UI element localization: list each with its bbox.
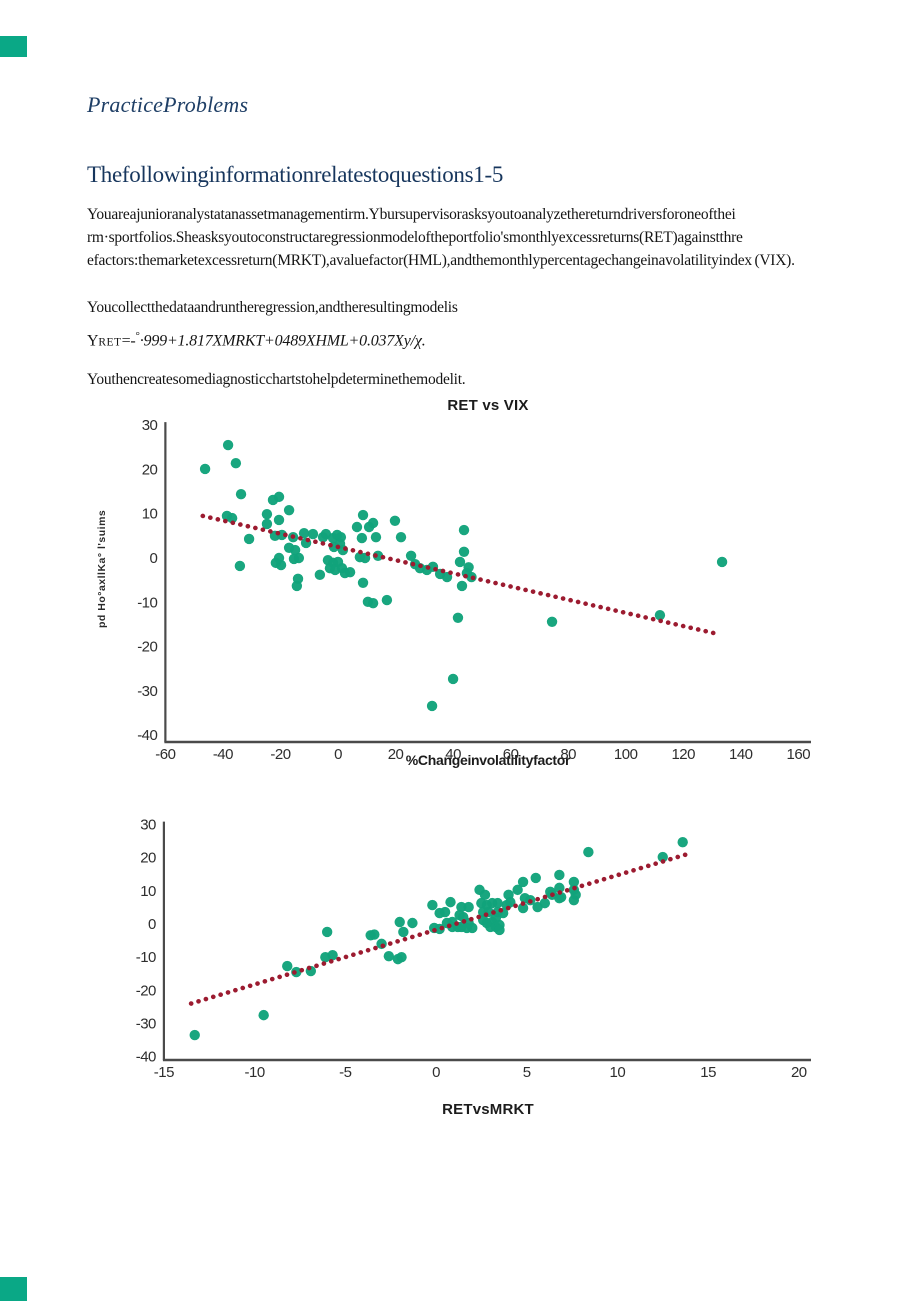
svg-text:0: 0	[334, 746, 342, 763]
svg-text:-40: -40	[136, 1049, 156, 1066]
regression-equation: YRET=-°·999+1.817XMRKT+0489XHML+0.037Xy/…	[87, 330, 426, 350]
svg-text:60: 60	[503, 746, 519, 763]
svg-text:15: 15	[700, 1064, 716, 1081]
equation-superscript: °	[135, 330, 140, 342]
diagnostics-paragraph: Youthencreatesomediagnosticchartstohelpd…	[87, 371, 466, 388]
equation-lhs: Y	[87, 332, 99, 350]
svg-text:-40: -40	[137, 727, 157, 744]
svg-text:160: 160	[787, 746, 811, 763]
equation-subscript: RET	[98, 336, 122, 349]
svg-text:0: 0	[148, 916, 156, 933]
svg-text:0: 0	[432, 1064, 440, 1081]
svg-text:5: 5	[523, 1064, 531, 1081]
intro-paragraph: Youareajunioranalystatanassetmanagementi…	[87, 206, 795, 269]
chart1-x-axis-label: %Changeinvolatilityfactor	[405, 752, 571, 768]
svg-text:80: 80	[560, 746, 576, 763]
svg-text:20: 20	[791, 1064, 807, 1081]
svg-text:-40: -40	[213, 746, 233, 763]
top-left-corner-mark	[0, 36, 27, 57]
chart1-title: RET vs VIX	[447, 397, 529, 414]
svg-text:10: 10	[140, 883, 156, 900]
svg-text:0: 0	[150, 550, 158, 567]
svg-text:20: 20	[140, 850, 156, 867]
svg-text:-10: -10	[137, 594, 157, 611]
svg-text:120: 120	[671, 746, 695, 763]
equation-terms: ·999+1.817XMRKT+0489XHML+0.037Xy/χ.	[139, 332, 426, 350]
svg-text:30: 30	[142, 417, 158, 434]
svg-text:100: 100	[614, 746, 638, 763]
svg-text:-5: -5	[339, 1064, 351, 1081]
document-title: PracticeProblems	[87, 92, 249, 117]
svg-text:30: 30	[140, 817, 156, 834]
svg-text:-15: -15	[154, 1064, 174, 1081]
svg-text:-60: -60	[155, 746, 175, 763]
svg-text:-20: -20	[270, 746, 290, 763]
svg-text:-30: -30	[136, 1015, 156, 1032]
svg-text:-30: -30	[137, 683, 157, 700]
svg-text:20: 20	[142, 461, 158, 478]
bottom-left-corner-mark	[0, 1277, 27, 1301]
section-heading: Thefollowinginformationrelatestoquestion…	[87, 162, 504, 187]
svg-text:20: 20	[388, 746, 404, 763]
svg-text:-20: -20	[137, 639, 157, 656]
equation-equals: =-	[121, 332, 136, 350]
svg-text:-10: -10	[245, 1064, 265, 1081]
svg-text:40: 40	[445, 746, 461, 763]
svg-text:-10: -10	[136, 949, 156, 966]
svg-text:10: 10	[610, 1064, 626, 1081]
svg-text:140: 140	[729, 746, 753, 763]
chart2-title: RETvsMRKT	[442, 1101, 534, 1118]
svg-text:10: 10	[142, 506, 158, 523]
svg-text:-20: -20	[136, 982, 156, 999]
model-intro-paragraph: Youcollectthedataandruntheregression,and…	[87, 299, 458, 316]
